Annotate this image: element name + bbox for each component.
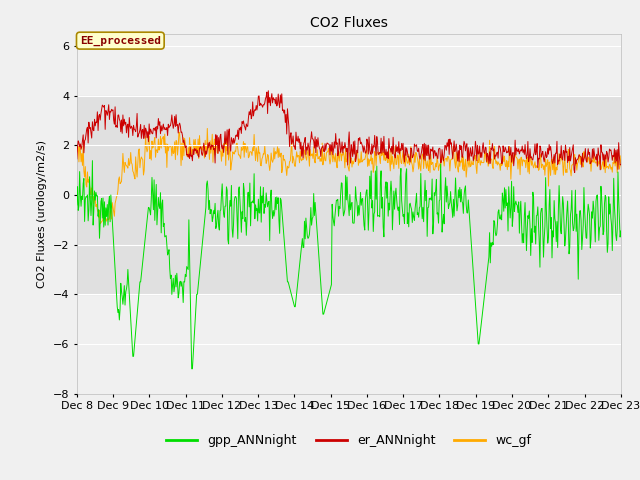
Legend: gpp_ANNnight, er_ANNnight, wc_gf: gpp_ANNnight, er_ANNnight, wc_gf [161, 429, 536, 452]
Text: EE_processed: EE_processed [80, 36, 161, 46]
Y-axis label: CO2 Fluxes (urology/m2/s): CO2 Fluxes (urology/m2/s) [37, 140, 47, 288]
Title: CO2 Fluxes: CO2 Fluxes [310, 16, 388, 30]
Bar [77, 96, 621, 294]
